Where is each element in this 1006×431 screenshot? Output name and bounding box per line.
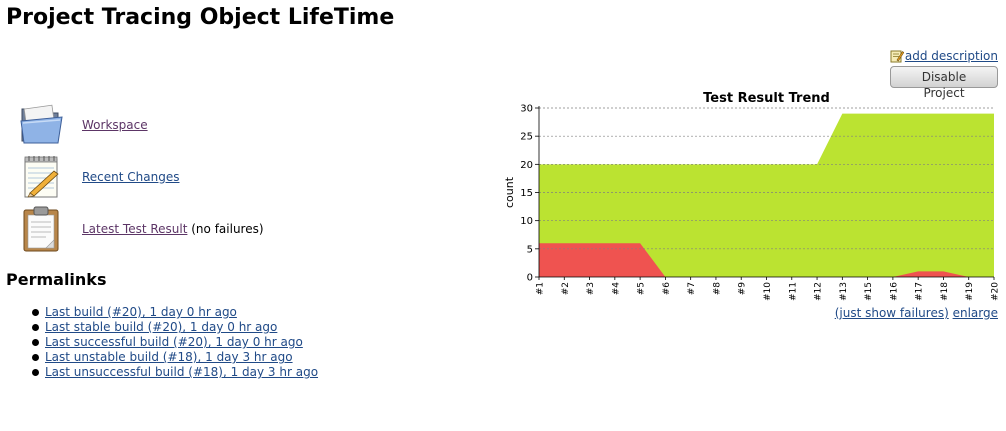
- y-tick-label: 0: [527, 273, 533, 284]
- x-tick-label: #18: [940, 282, 950, 301]
- x-tick-label: #15: [864, 282, 874, 301]
- x-tick-label: #9: [738, 282, 748, 296]
- enlarge-link[interactable]: enlarge: [952, 306, 998, 320]
- permalink-item: Last build (#20), 1 day 0 hr ago: [32, 305, 318, 320]
- add-description-link-row[interactable]: add description: [890, 49, 998, 63]
- permalink-last-build[interactable]: Last build (#20), 1 day 0 hr ago: [45, 305, 237, 319]
- chart-title: Test Result Trend: [703, 91, 830, 106]
- y-tick-label: 5: [527, 244, 533, 255]
- y-tick-label: 30: [520, 104, 533, 115]
- y-axis-label: count: [503, 176, 516, 208]
- add-description-link[interactable]: add description: [904, 49, 998, 63]
- x-tick-label: #17: [915, 282, 925, 301]
- x-tick-label: #1: [536, 282, 546, 295]
- x-tick-label: #11: [788, 282, 798, 301]
- x-tick-label: #20: [991, 282, 1001, 301]
- x-tick-label: #8: [712, 282, 722, 296]
- x-tick-label: #19: [965, 282, 975, 301]
- chart-footer: (just show failures) enlarge: [835, 306, 998, 320]
- y-tick-label: 20: [520, 160, 533, 171]
- task-latest-test-result: Latest Test Result (no failures): [18, 205, 264, 253]
- permalink-item: Last stable build (#20), 1 day 0 hr ago: [32, 320, 318, 335]
- x-tick-label: #12: [814, 282, 824, 301]
- x-tick-label: #16: [889, 282, 899, 301]
- latest-test-result-link[interactable]: Latest Test Result: [82, 222, 188, 236]
- y-tick-label: 15: [520, 188, 533, 199]
- folder-icon[interactable]: [18, 101, 66, 149]
- x-tick-label: #4: [611, 282, 621, 296]
- x-tick-label: #7: [687, 282, 697, 295]
- recent-changes-link[interactable]: Recent Changes: [82, 170, 180, 184]
- x-tick-label: #6: [662, 282, 672, 296]
- series-total-area: [539, 113, 994, 277]
- x-tick-label: #2: [561, 282, 571, 295]
- test-result-trend-chart[interactable]: Test Result Trend 0 5 10 15 20 25 30 #1 #2 #3 #4 #5 #…: [500, 86, 1000, 301]
- x-tick-label: #13: [839, 282, 849, 301]
- notepad-icon[interactable]: [18, 153, 66, 201]
- x-tick-label: #5: [637, 282, 647, 295]
- permalink-item: Last unstable build (#18), 1 day 3 hr ag…: [32, 350, 318, 365]
- permalinks-list: Last build (#20), 1 day 0 hr ago Last st…: [32, 305, 318, 380]
- x-tick-label: #3: [586, 282, 596, 295]
- permalink-last-unsuccessful-build[interactable]: Last unsuccessful build (#18), 1 day 3 h…: [45, 365, 319, 379]
- just-show-failures-link[interactable]: (just show failures): [834, 306, 949, 320]
- disable-project-button[interactable]: Disable Project: [890, 66, 998, 100]
- y-tick-label: 10: [520, 216, 533, 227]
- permalink-last-unstable-build[interactable]: Last unstable build (#18), 1 day 3 hr ag…: [45, 350, 293, 364]
- clipboard-icon[interactable]: [18, 205, 66, 253]
- permalink-last-successful-build[interactable]: Last successful build (#20), 1 day 0 hr …: [45, 335, 303, 349]
- task-workspace: Workspace: [18, 101, 148, 149]
- workspace-link[interactable]: Workspace: [82, 118, 148, 132]
- x-tick-label: #10: [763, 282, 773, 301]
- edit-icon: [890, 49, 904, 63]
- y-tick-label: 25: [520, 132, 533, 143]
- latest-test-result-row: Latest Test Result (no failures): [82, 222, 264, 236]
- project-actions: add description Disable Project: [890, 49, 998, 100]
- permalink-last-stable-build[interactable]: Last stable build (#20), 1 day 0 hr ago: [45, 320, 278, 334]
- series-failed-area: [539, 243, 994, 277]
- page-title: Project Tracing Object LifeTime: [6, 5, 395, 30]
- test-result-summary: (no failures): [191, 222, 264, 236]
- permalinks-heading: Permalinks: [6, 270, 107, 289]
- permalink-item: Last unsuccessful build (#18), 1 day 3 h…: [32, 365, 318, 380]
- task-recent-changes: Recent Changes: [18, 153, 179, 201]
- permalink-item: Last successful build (#20), 1 day 0 hr …: [32, 335, 318, 350]
